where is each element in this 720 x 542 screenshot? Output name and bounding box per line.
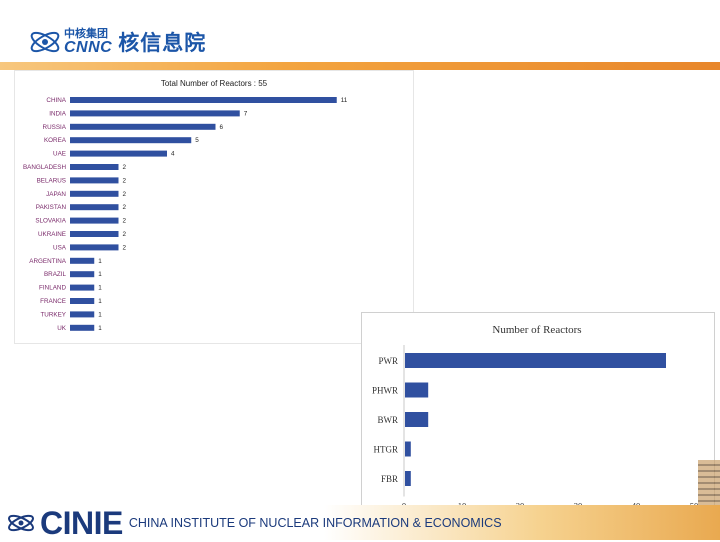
bar [405, 441, 411, 457]
reactors-by-country-chart: Total Number of Reactors : 55 CHINA 11 INDI… [14, 70, 414, 344]
category-label: UK [57, 325, 67, 332]
category-label: ARGENTINA [29, 258, 67, 265]
bar [70, 190, 119, 197]
data-label: 11 [341, 97, 348, 104]
category-label: PHWR [372, 386, 398, 396]
data-label: 2 [123, 231, 127, 238]
data-label: 1 [98, 285, 102, 292]
category-label: BANGLADESH [23, 164, 66, 171]
logo-english-text: CNNC [64, 38, 113, 56]
data-label: 4 [171, 151, 175, 158]
category-label: JAPAN [46, 191, 66, 198]
category-label: PAKISTAN [36, 204, 67, 211]
chart-title: Total Number of Reactors : 55 [161, 79, 268, 88]
footer-band [0, 505, 720, 540]
data-label: 7 [244, 110, 248, 117]
category-label: RUSSIA [43, 124, 67, 131]
data-label: 2 [123, 244, 127, 251]
bar [70, 244, 119, 251]
footer-institute-name: CHINA INSTITUTE OF NUCLEAR INFORMATION &… [128, 516, 502, 530]
data-label: 2 [123, 164, 127, 171]
category-label: UKRAINE [38, 231, 66, 238]
bar [70, 97, 337, 103]
bar [70, 284, 95, 291]
category-label: PWR [378, 356, 398, 366]
category-label: FRANCE [40, 298, 66, 305]
data-label: 1 [98, 325, 102, 332]
category-label: UAE [53, 151, 66, 158]
category-label: INDIA [49, 110, 67, 117]
bar [70, 324, 95, 331]
category-label: FBR [381, 474, 398, 484]
bar [70, 298, 95, 304]
bar [405, 471, 411, 486]
chart-title: Number of Reactors [492, 324, 581, 336]
data-label: 1 [98, 298, 102, 305]
data-label: 2 [123, 218, 127, 225]
data-label: 1 [98, 271, 102, 278]
bar [70, 217, 119, 224]
bar [405, 382, 429, 398]
category-label: BWR [377, 415, 398, 425]
data-label: 2 [123, 177, 127, 184]
atom-icon [30, 31, 60, 53]
bar [70, 257, 95, 264]
category-label: FINLAND [39, 285, 66, 292]
bar [70, 164, 119, 170]
header: 中核集团 CNNC 核信息院 [0, 0, 720, 66]
bar [70, 137, 192, 144]
category-label: USA [53, 244, 67, 251]
bar [70, 311, 95, 318]
category-label: TURKEY [40, 311, 66, 318]
bar [405, 412, 429, 427]
category-label: CHINA [46, 97, 66, 104]
reactors-by-type-chart: Number of ReactorsPWRPHWRBWRHTGRFBR01020… [361, 312, 715, 522]
bar [70, 177, 119, 184]
bar [405, 353, 666, 368]
category-label: BELARUS [37, 177, 66, 184]
bar [70, 123, 216, 130]
type-chart-svg: Number of ReactorsPWRPHWRBWRHTGRFBR01020… [372, 324, 698, 511]
footer: CINIE CHINA INSTITUTE OF NUCLEAR INFORMA… [0, 504, 720, 541]
logo-chinese-text: 中核集团 [64, 27, 108, 40]
category-label: BRAZIL [44, 271, 67, 278]
bar [70, 110, 240, 117]
category-label: HTGR [374, 445, 399, 455]
logo-name: 核信息院 [118, 32, 207, 55]
category-label: SLOVAKIA [35, 218, 66, 225]
data-label: 2 [123, 191, 127, 198]
data-label: 5 [195, 137, 199, 144]
data-label: 6 [220, 124, 224, 131]
data-label: 1 [98, 311, 102, 318]
data-label: 2 [123, 204, 127, 211]
bar [70, 150, 167, 157]
cnnc-logo: 中核集团 CNNC 核信息院 [28, 22, 206, 62]
bar [70, 271, 95, 278]
data-label: 1 [98, 258, 102, 265]
cinie-atom-icon [8, 514, 34, 532]
category-label: KOREA [44, 137, 67, 144]
bar [70, 204, 119, 211]
header-rule [0, 62, 720, 70]
footer-brand: CINIE [40, 504, 123, 541]
bar [70, 231, 119, 237]
